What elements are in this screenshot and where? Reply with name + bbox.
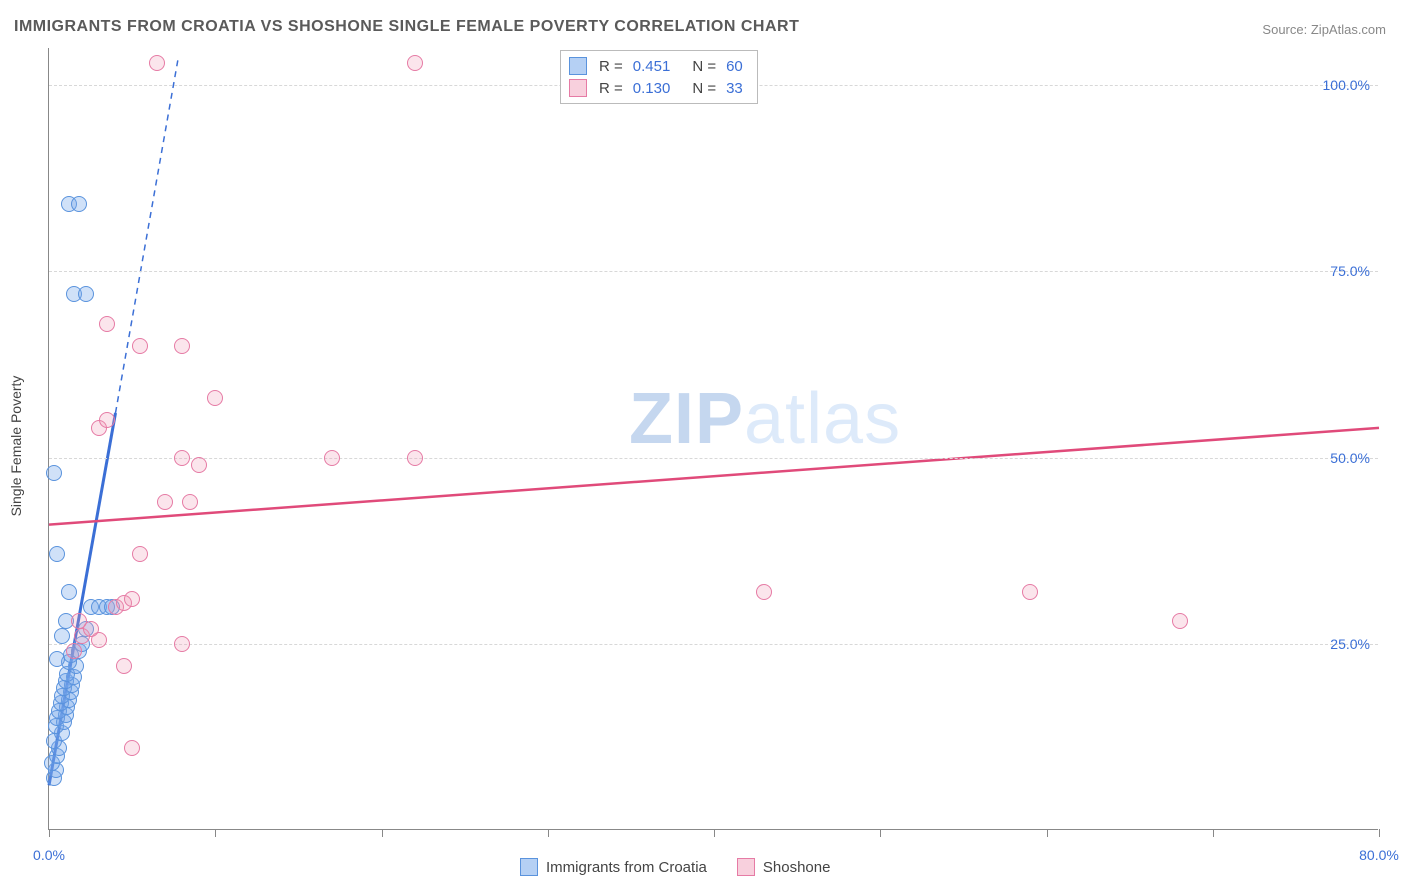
r-value-shoshone: 0.130: [633, 80, 671, 97]
y-axis-label: Single Female Poverty: [8, 376, 24, 517]
legend-label-croatia: Immigrants from Croatia: [546, 859, 707, 876]
scatter-point: [174, 450, 190, 466]
scatter-point: [116, 658, 132, 674]
trend-lines-svg: [49, 48, 1378, 829]
scatter-point: [66, 643, 82, 659]
scatter-point: [132, 338, 148, 354]
trend-line: [116, 55, 179, 412]
legend-swatch-pink: [737, 858, 755, 876]
n-value-shoshone: 33: [726, 80, 743, 97]
scatter-point: [407, 450, 423, 466]
x-tick: [1379, 829, 1380, 837]
scatter-point: [407, 55, 423, 71]
legend-item-croatia: Immigrants from Croatia: [520, 858, 707, 876]
scatter-point: [149, 55, 165, 71]
legend-swatch-blue: [569, 57, 587, 75]
scatter-point: [756, 584, 772, 600]
source-attribution: Source: ZipAtlas.com: [1262, 22, 1386, 37]
source-label: Source:: [1262, 22, 1307, 37]
scatter-point: [54, 628, 70, 644]
x-tick: [215, 829, 216, 837]
x-tick: [49, 829, 50, 837]
scatter-point: [49, 546, 65, 562]
scatter-point: [1172, 613, 1188, 629]
scatter-point: [174, 338, 190, 354]
legend-label-shoshone: Shoshone: [763, 859, 831, 876]
scatter-point: [71, 613, 87, 629]
n-label: N =: [692, 80, 716, 97]
y-tick-label: 100.0%: [1323, 77, 1370, 93]
r-label: R =: [599, 80, 623, 97]
gridline-h: [49, 458, 1378, 459]
stats-legend: R = 0.451 N = 60 R = 0.130 N = 33: [560, 50, 758, 104]
x-tick: [1213, 829, 1214, 837]
legend-item-shoshone: Shoshone: [737, 858, 831, 876]
source-name: ZipAtlas.com: [1311, 22, 1386, 37]
x-tick: [1047, 829, 1048, 837]
scatter-point: [46, 465, 62, 481]
n-label: N =: [692, 58, 716, 75]
y-tick-label: 75.0%: [1330, 263, 1370, 279]
scatter-point: [207, 390, 223, 406]
x-tick: [714, 829, 715, 837]
r-value-croatia: 0.451: [633, 58, 671, 75]
bottom-legend: Immigrants from Croatia Shoshone: [520, 858, 1020, 876]
scatter-point: [61, 584, 77, 600]
x-tick: [382, 829, 383, 837]
scatter-point: [78, 286, 94, 302]
scatter-point: [124, 591, 140, 607]
scatter-point: [124, 740, 140, 756]
y-tick-label: 50.0%: [1330, 450, 1370, 466]
scatter-point: [324, 450, 340, 466]
gridline-h: [49, 271, 1378, 272]
n-value-croatia: 60: [726, 58, 743, 75]
legend-swatch-blue: [520, 858, 538, 876]
scatter-point: [132, 546, 148, 562]
scatter-point: [99, 412, 115, 428]
scatter-point: [1022, 584, 1038, 600]
x-tick-label: 80.0%: [1359, 847, 1399, 863]
scatter-point: [99, 316, 115, 332]
r-label: R =: [599, 58, 623, 75]
plot-area: ZIPatlas 25.0%50.0%75.0%100.0%0.0%80.0%: [48, 48, 1378, 830]
x-tick: [548, 829, 549, 837]
scatter-point: [157, 494, 173, 510]
scatter-point: [71, 196, 87, 212]
x-tick-label: 0.0%: [33, 847, 65, 863]
stats-row-croatia: R = 0.451 N = 60: [569, 55, 743, 77]
legend-swatch-pink: [569, 79, 587, 97]
scatter-point: [191, 457, 207, 473]
chart-title: IMMIGRANTS FROM CROATIA VS SHOSHONE SING…: [14, 18, 799, 36]
scatter-point: [174, 636, 190, 652]
scatter-point: [182, 494, 198, 510]
gridline-h: [49, 644, 1378, 645]
stats-row-shoshone: R = 0.130 N = 33: [569, 77, 743, 99]
x-tick: [880, 829, 881, 837]
trend-line: [49, 428, 1379, 525]
y-tick-label: 25.0%: [1330, 636, 1370, 652]
